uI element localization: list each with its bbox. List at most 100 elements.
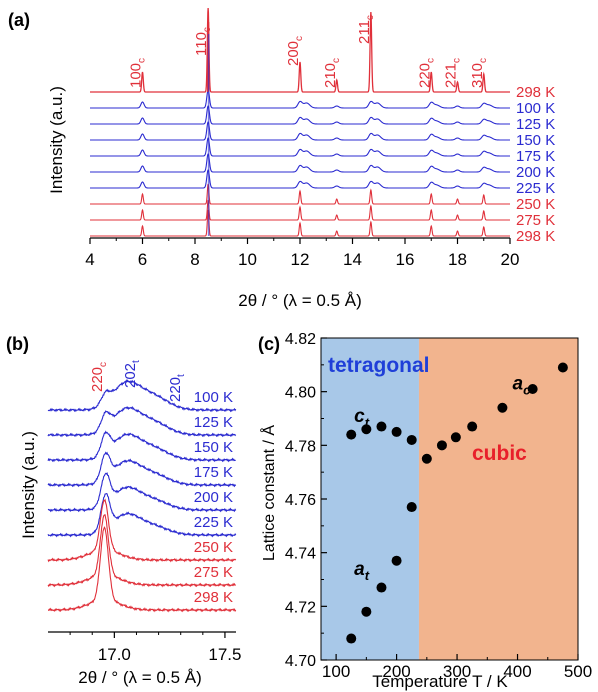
x-tick-label: 300 — [443, 662, 471, 681]
data-point-a_t — [406, 502, 417, 513]
panel-b-curves — [47, 379, 237, 613]
panel-c-phase-regions — [321, 338, 578, 660]
series-label: 225 K — [516, 180, 555, 197]
pattern-curve-125k — [90, 105, 510, 125]
panel-c-axes: 4.70 4.72 4.74 4.76 4.78 4.80 4.82 100 200 300 400… — [285, 331, 592, 681]
x-tick-label: 12 — [291, 250, 310, 269]
series-label: 275 K — [516, 212, 555, 229]
pattern-curve-175k — [90, 137, 510, 157]
data-point-c_t — [376, 421, 387, 432]
panel-a-curves — [90, 7, 510, 237]
pattern-curve-275k — [90, 199, 510, 221]
series-label: 125 K — [194, 414, 233, 431]
data-point-a_c — [557, 362, 568, 373]
annotation-ct: ct — [354, 406, 370, 430]
data-point-a_c — [436, 440, 447, 451]
data-point-a_c — [421, 453, 432, 464]
data-point-a_t — [391, 555, 402, 566]
peak-label-210: 210c — [322, 58, 342, 88]
data-point-a_c — [527, 383, 538, 394]
data-point-c_t — [346, 429, 357, 440]
series-label: 298 K — [516, 84, 555, 101]
x-tick-label: 100 — [322, 662, 350, 681]
x-tick-label: 4 — [85, 250, 94, 269]
panel-c-x-label: Temperature T / K — [372, 672, 508, 691]
phase-label-cubic: cubic — [472, 442, 527, 465]
profile-curve — [47, 498, 237, 563]
panel-a-x-ticks: 4 6 8 10 12 14 16 18 20 — [85, 238, 519, 269]
x-tick-label: 16 — [396, 250, 415, 269]
series-label: 275 K — [194, 564, 233, 581]
profile-curve — [47, 471, 237, 513]
series-label: 125 K — [516, 116, 555, 133]
data-point-a_t — [376, 582, 387, 593]
panel-c-annotations: ct at ac — [354, 374, 531, 583]
x-tick-label: 18 — [448, 250, 467, 269]
x-tick-label: 14 — [343, 250, 362, 269]
series-label: 225 K — [194, 514, 233, 531]
profile-curve — [47, 379, 237, 413]
series-label: 175 K — [194, 464, 233, 481]
annotation-at: at — [354, 559, 370, 583]
phase-region-tetragonal — [321, 338, 419, 660]
pattern-curve-298k — [90, 7, 510, 93]
series-label: 200 K — [516, 164, 555, 181]
panel-b: (b) 220c 202t 220t 100 K 125 K 150 K 175 K 200… — [6, 334, 241, 687]
panel-a-x-label: 2θ / ° (λ = 0.5 Å) — [238, 291, 362, 310]
pattern-curve-100k — [90, 89, 510, 109]
peak-label-110: 110c — [193, 27, 213, 56]
x-tick-label: 8 — [190, 250, 199, 269]
panel-a-peak-labels: 100c 110c 200c 210c 211c 220c 221c 310c — [128, 15, 489, 88]
panel-b-x-label: 2θ / ° (λ = 0.5 Å) — [78, 668, 202, 687]
y-tick-label: 4.78 — [285, 438, 316, 455]
phase-label-tetragonal: tetragonal — [328, 354, 430, 377]
profile-curve — [47, 451, 237, 488]
y-tick-label: 4.76 — [285, 492, 316, 509]
y-tick-label: 4.82 — [285, 331, 316, 348]
pattern-curve-298k — [90, 209, 510, 237]
data-point-c_t — [391, 426, 402, 437]
series-label: 200 K — [194, 489, 233, 506]
panel-a-label: (a) — [8, 10, 30, 30]
series-label: 100 K — [194, 389, 233, 406]
panel-b-peak-labels: 220c 202t 220t — [89, 360, 187, 402]
series-label: 298 K — [194, 589, 233, 606]
peak-label-221: 221c — [443, 58, 463, 88]
profile-curve — [47, 430, 236, 463]
panel-c-phase-labels: tetragonal cubic — [328, 354, 527, 465]
y-tick-label: 4.74 — [285, 546, 316, 563]
series-label: 175 K — [516, 148, 555, 165]
peak-label-100: 100c — [128, 58, 148, 88]
profile-curve — [47, 493, 237, 538]
panel-b-series-labels: 100 K 125 K 150 K 175 K 200 K 225 K 250 K 275 K… — [194, 389, 233, 606]
pattern-curve-150k — [90, 121, 510, 141]
series-label: 298 K — [516, 228, 555, 245]
annotation-ac: ac — [513, 374, 532, 398]
pattern-curve-225k — [90, 169, 510, 189]
peak-label-310: 310c — [469, 58, 489, 88]
panel-a: (a) 100c 110c 200c 210c 211c 220c 221c 310c 298… — [8, 7, 555, 310]
panel-b-label: (b) — [6, 334, 29, 354]
data-point-a_t — [361, 606, 372, 617]
peak-label-220: 220c — [416, 58, 436, 88]
panel-b-y-label: Intensity (a.u.) — [19, 431, 38, 539]
panel-b-x-ticks: 17.0 17.5 — [69, 632, 241, 664]
series-label: 150 K — [194, 439, 233, 456]
x-tick-label: 17.0 — [98, 645, 131, 664]
series-label: 250 K — [194, 539, 233, 556]
data-point-c_t — [406, 434, 417, 445]
profile-curve — [47, 526, 237, 613]
profile-curve — [47, 514, 236, 588]
pattern-curve-250k — [90, 183, 510, 205]
phase-region-cubic — [418, 338, 578, 660]
peak-label-220c: 220c — [89, 362, 109, 392]
x-tick-label: 17.5 — [208, 645, 241, 664]
data-point-c_t — [361, 424, 372, 435]
x-tick-label: 10 — [238, 250, 257, 269]
peak-label-220t: 220t — [167, 374, 187, 402]
y-tick-label: 4.80 — [285, 385, 316, 402]
series-label: 100 K — [516, 100, 555, 117]
